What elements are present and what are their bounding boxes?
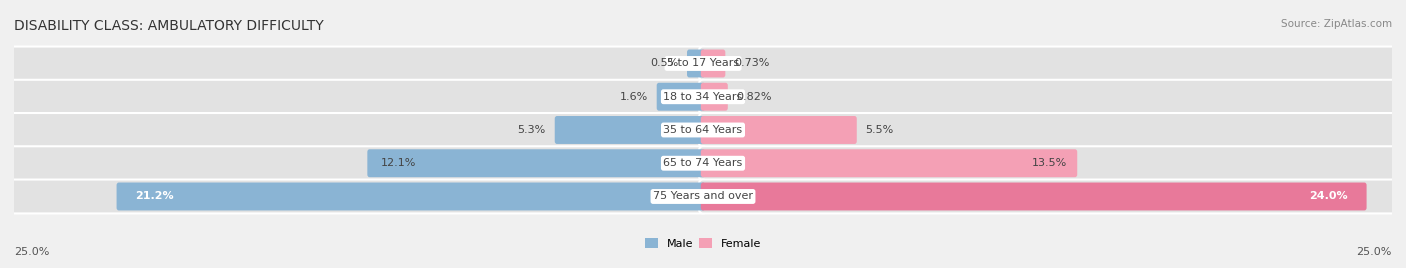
FancyBboxPatch shape — [10, 80, 707, 114]
Text: Source: ZipAtlas.com: Source: ZipAtlas.com — [1281, 19, 1392, 29]
FancyBboxPatch shape — [700, 50, 725, 77]
FancyBboxPatch shape — [657, 83, 706, 111]
FancyBboxPatch shape — [700, 83, 728, 111]
Text: 13.5%: 13.5% — [1032, 158, 1067, 168]
Text: 24.0%: 24.0% — [1309, 191, 1348, 202]
Text: 75 Years and over: 75 Years and over — [652, 191, 754, 202]
FancyBboxPatch shape — [699, 47, 1396, 80]
Text: 5 to 17 Years: 5 to 17 Years — [666, 58, 740, 69]
Text: 65 to 74 Years: 65 to 74 Years — [664, 158, 742, 168]
FancyBboxPatch shape — [699, 146, 1396, 180]
Text: 25.0%: 25.0% — [14, 247, 49, 257]
FancyBboxPatch shape — [688, 50, 706, 77]
Text: 18 to 34 Years: 18 to 34 Years — [664, 92, 742, 102]
Text: 35 to 64 Years: 35 to 64 Years — [664, 125, 742, 135]
FancyBboxPatch shape — [699, 113, 1396, 147]
FancyBboxPatch shape — [699, 180, 1396, 213]
FancyBboxPatch shape — [700, 183, 1367, 210]
Text: 0.5%: 0.5% — [650, 58, 678, 69]
Text: 5.3%: 5.3% — [517, 125, 546, 135]
FancyBboxPatch shape — [367, 149, 706, 177]
Legend: Male, Female: Male, Female — [640, 234, 766, 254]
FancyBboxPatch shape — [699, 80, 1396, 114]
Text: 0.73%: 0.73% — [734, 58, 769, 69]
FancyBboxPatch shape — [555, 116, 706, 144]
Text: 25.0%: 25.0% — [1357, 247, 1392, 257]
Text: 5.5%: 5.5% — [866, 125, 894, 135]
FancyBboxPatch shape — [117, 183, 706, 210]
FancyBboxPatch shape — [700, 116, 856, 144]
Text: 21.2%: 21.2% — [135, 191, 174, 202]
Text: 1.6%: 1.6% — [620, 92, 648, 102]
Text: DISABILITY CLASS: AMBULATORY DIFFICULTY: DISABILITY CLASS: AMBULATORY DIFFICULTY — [14, 19, 323, 33]
FancyBboxPatch shape — [700, 149, 1077, 177]
FancyBboxPatch shape — [10, 146, 707, 180]
FancyBboxPatch shape — [10, 47, 707, 80]
Text: 12.1%: 12.1% — [381, 158, 416, 168]
FancyBboxPatch shape — [10, 180, 707, 213]
FancyBboxPatch shape — [10, 113, 707, 147]
Text: 0.82%: 0.82% — [737, 92, 772, 102]
